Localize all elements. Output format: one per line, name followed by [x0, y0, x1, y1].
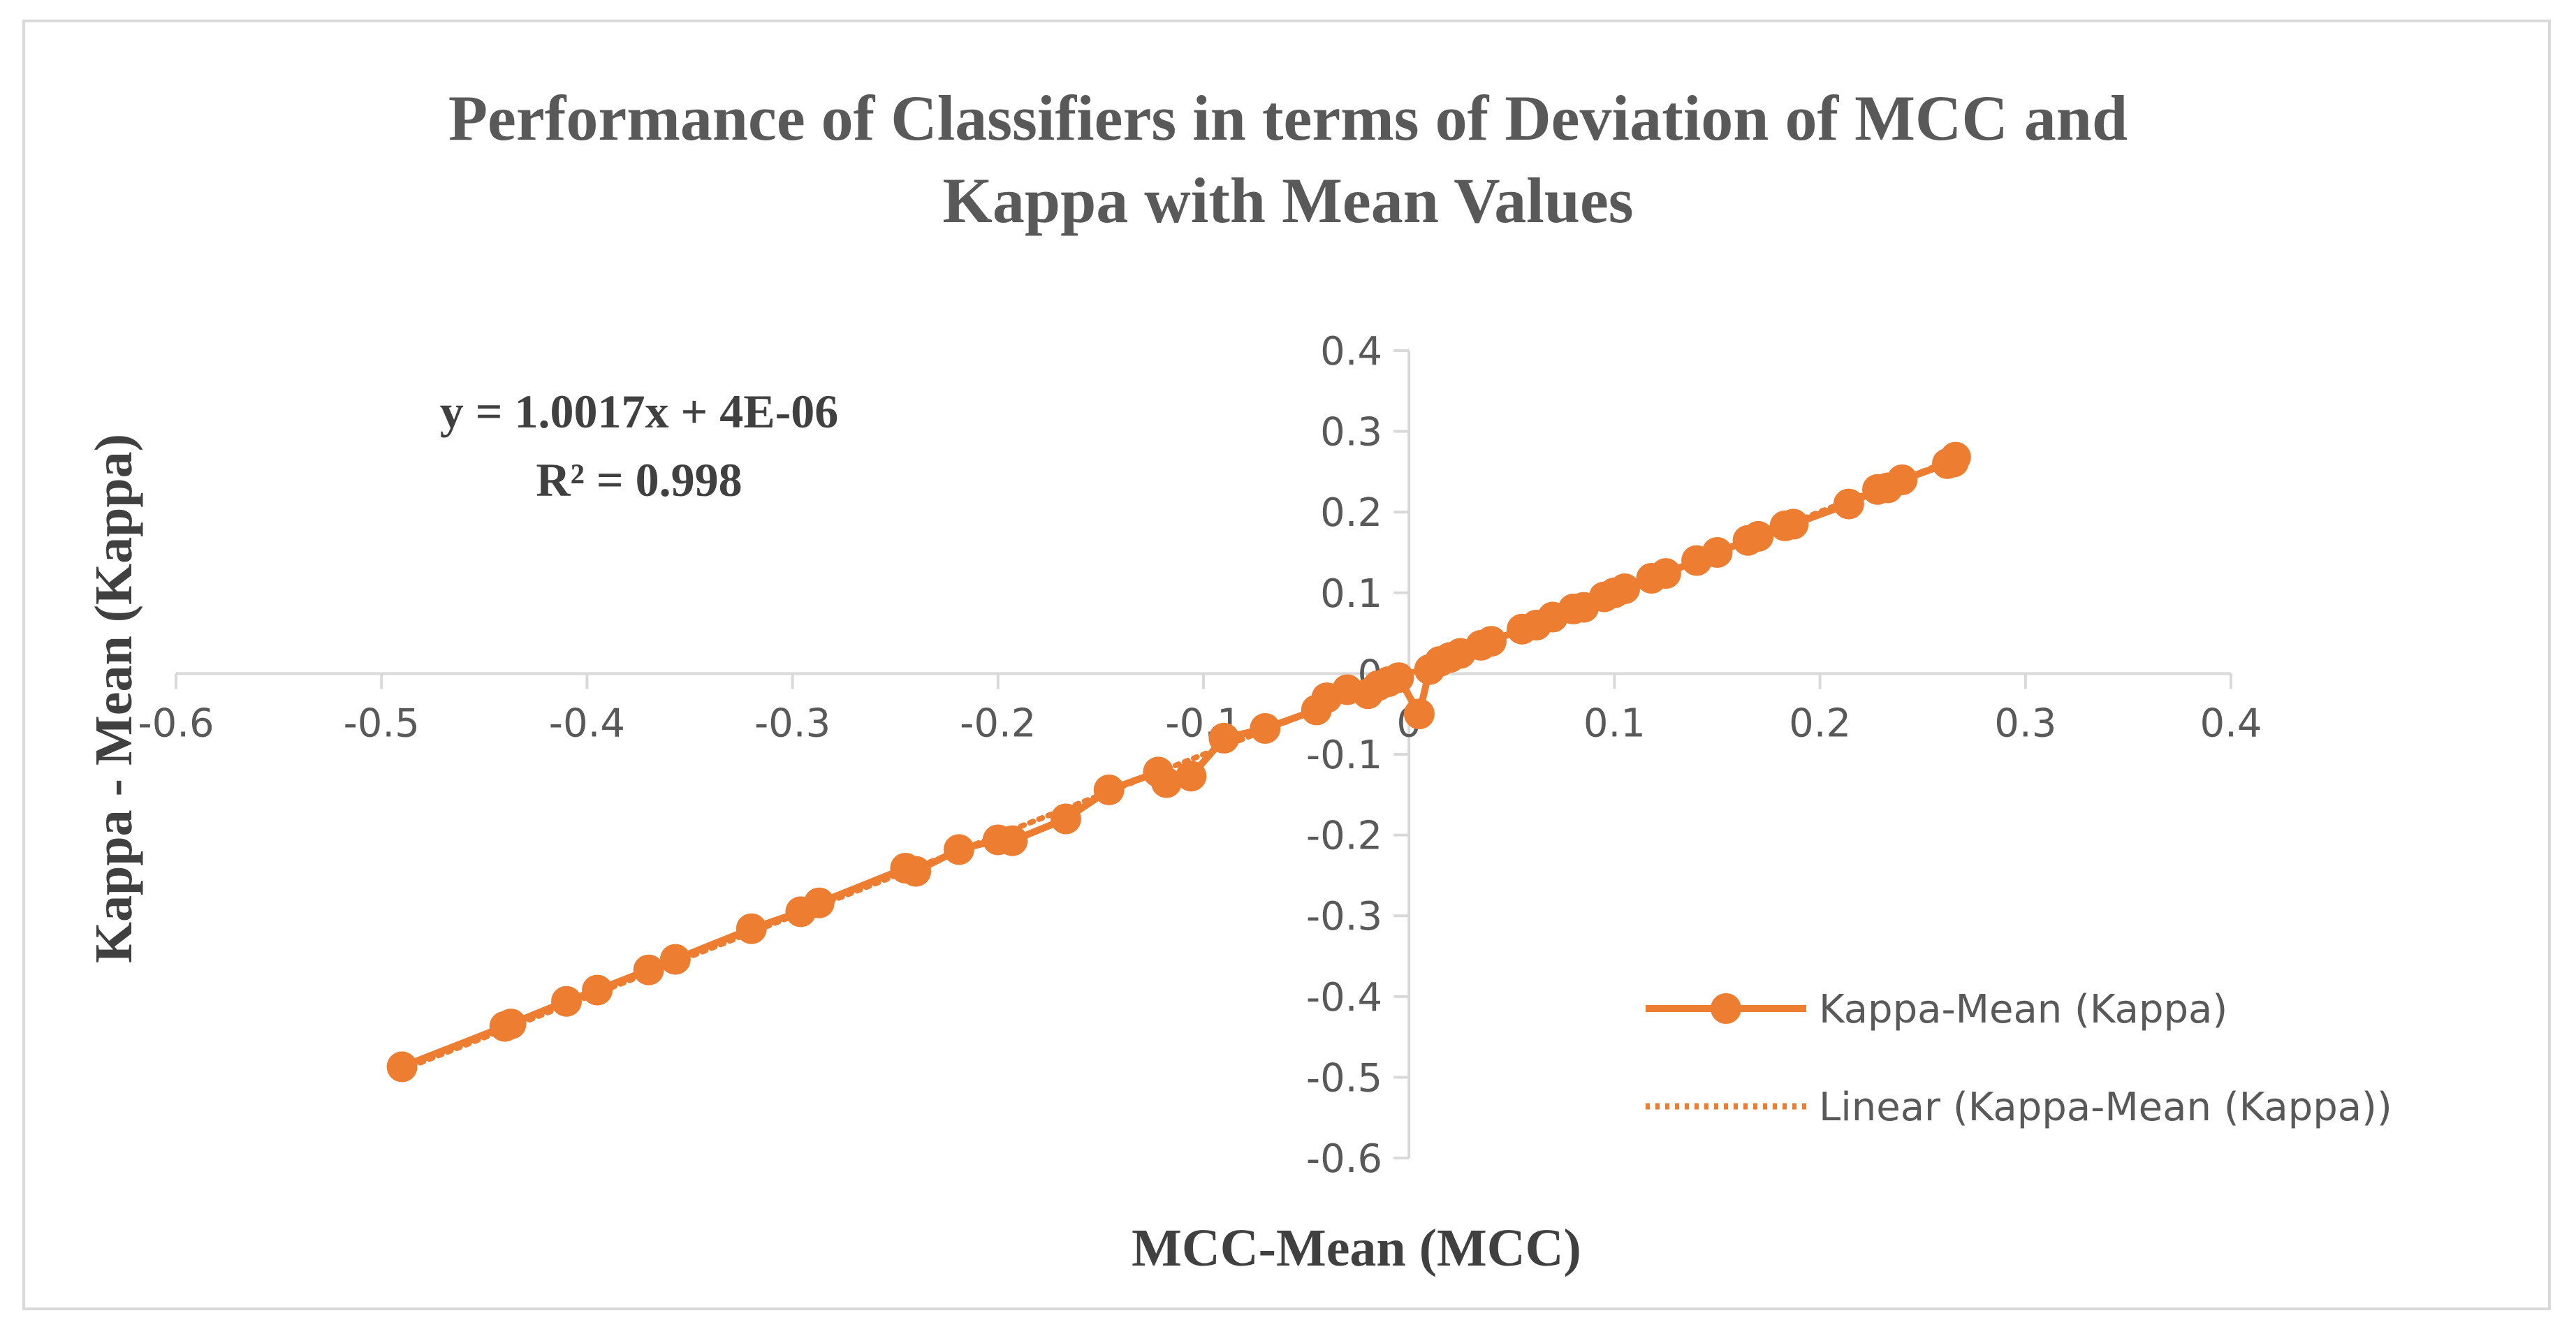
- x-tick-label: -0.2: [960, 701, 1036, 746]
- y-tick-label: -0.4: [1306, 975, 1382, 1020]
- data-point: [1403, 698, 1435, 730]
- y-tick-label: -0.3: [1306, 894, 1382, 939]
- y-tick-label: 0.2: [1320, 490, 1382, 536]
- data-point: [386, 1051, 418, 1083]
- chart-title-line-1: Performance of Classifiers in terms of D…: [448, 82, 2128, 154]
- y-tick-label: 0.3: [1320, 410, 1382, 455]
- y-tick-label: -0.2: [1306, 814, 1382, 859]
- x-tick-label: -0.3: [754, 701, 830, 746]
- x-tick-label: -0.5: [344, 701, 420, 746]
- y-tick-label: 0.4: [1320, 329, 1382, 374]
- y-tick-label: -0.5: [1306, 1055, 1382, 1101]
- data-point: [1093, 774, 1125, 805]
- y-tick-label: -0.1: [1306, 733, 1382, 778]
- legend-entry-kappa-mean: Kappa-Mean (Kappa): [1646, 987, 2227, 1032]
- y-tick-labels: -0.6-0.5-0.4-0.3-0.2-0.100.10.20.30.4: [1306, 329, 1382, 1182]
- x-axis: [175, 672, 2232, 689]
- y-axis: [1393, 349, 1411, 1159]
- legend: Kappa-Mean (Kappa) Linear (Kappa-Mean (K…: [1646, 987, 2392, 1130]
- trendline: [399, 455, 1959, 1073]
- y-tick-label: 0.1: [1320, 571, 1382, 617]
- y-axis-title: Kappa - Mean (Kappa): [85, 434, 143, 963]
- x-tick-label: 0.2: [1789, 701, 1851, 746]
- legend-label-linear: Linear (Kappa-Mean (Kappa)): [1819, 1085, 2392, 1130]
- x-tick-label: 0.3: [1994, 701, 2056, 746]
- x-tick-labels: -0.6-0.5-0.4-0.3-0.2-0.100.10.20.30.4: [138, 701, 2262, 746]
- x-tick-label: 0.4: [2200, 701, 2262, 746]
- legend-label-kappa-mean: Kappa-Mean (Kappa): [1819, 987, 2227, 1032]
- data-point: [1475, 626, 1507, 657]
- legend-marker-swatch: [1711, 993, 1741, 1024]
- trendline-r-squared: R² = 0.998: [536, 453, 742, 506]
- series-linear-trendline: [399, 455, 1959, 1073]
- trendline-equation: y = 1.0017x + 4E-06: [440, 385, 839, 438]
- x-tick-label: -0.6: [138, 701, 214, 746]
- data-point: [1176, 761, 1207, 792]
- x-tick-label: 0.1: [1583, 701, 1646, 746]
- legend-entry-linear: Linear (Kappa-Mean (Kappa)): [1646, 1085, 2392, 1130]
- chart-title-line-2: Kappa with Mean Values: [942, 165, 1633, 236]
- x-tick-label: -0.4: [549, 701, 625, 746]
- x-axis-title: MCC-Mean (MCC): [1132, 1219, 1581, 1277]
- y-tick-label: -0.6: [1306, 1136, 1382, 1182]
- chart-frame: [22, 20, 2551, 1310]
- data-point: [1940, 441, 1971, 473]
